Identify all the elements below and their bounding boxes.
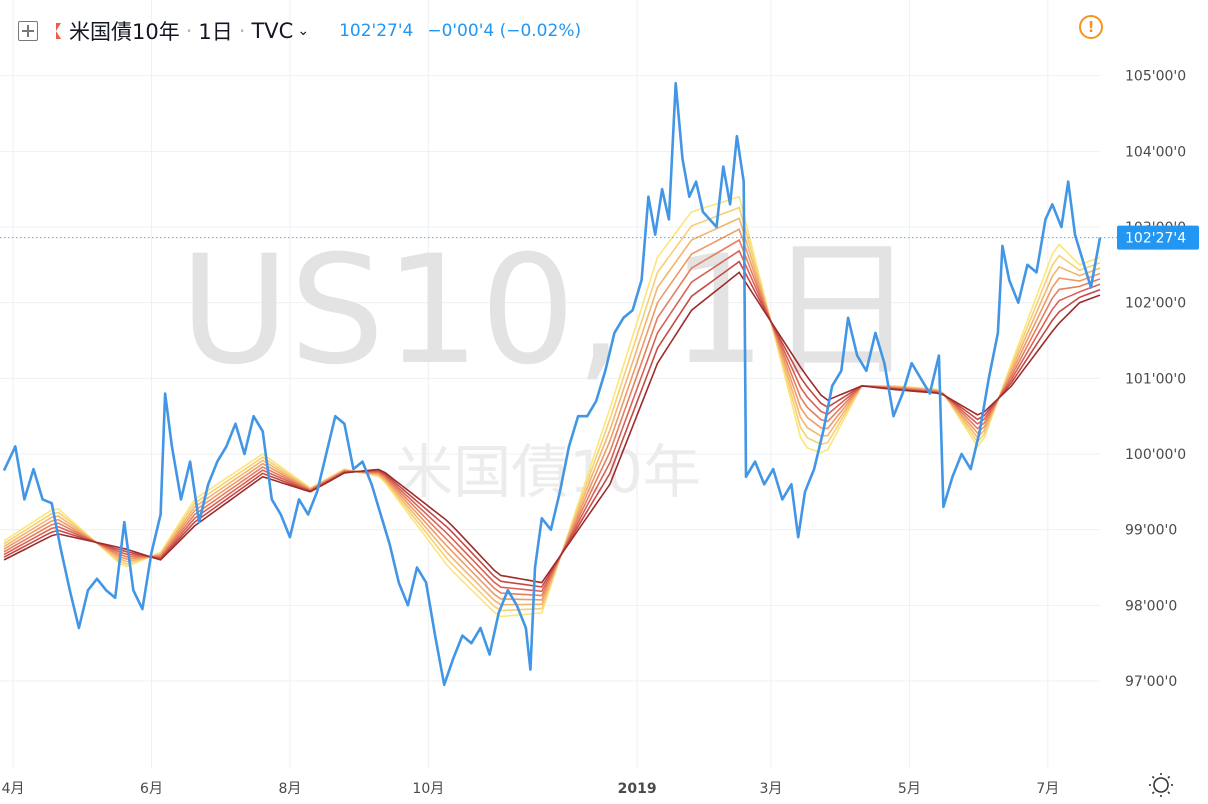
time-axis[interactable]: 4月 6月 8月 10月 2019 3月 5月 7月 [2,781,1060,797]
last-price-label: 102'27'4 [1117,225,1199,250]
y-tick-label: 104'00'0 [1125,144,1186,160]
x-tick-label: 7月 [1036,781,1059,797]
legend-header: 米国債10年 · 1日 · TVC ⌄ 102'27'4 −0'00'4 (−0… [18,14,581,48]
y-tick-label: 98'00'0 [1125,598,1177,614]
price-axis[interactable]: 97'00'0 98'00'0 99'00'0 100'00'0 101'00'0 102… [1125,69,1186,690]
chart-grid [0,0,1100,768]
last-price-label-bg [1117,225,1199,250]
ma-ribbon [3,195,1101,618]
ma-ribbon-line [3,271,1101,584]
add-compare-icon[interactable] [18,21,38,41]
x-tick-label: 4月 [2,781,25,797]
x-tick-label: 3月 [760,781,783,797]
gear-icon[interactable] [1149,773,1173,797]
exchange-label[interactable]: TVC [251,19,294,43]
symbol-name[interactable]: 米国債10年 [69,20,180,44]
chevron-down-icon[interactable]: ⌄ [297,23,310,39]
interval-label[interactable]: 1日 [198,20,233,44]
last-price-label-text: 102'27'4 [1125,231,1186,247]
x-tick-label: 5月 [898,781,921,797]
separator-dot: · [238,19,246,43]
change-value: −0'00'4 (−0.02%) [427,21,582,41]
watermark-sub-text: 米国債10年 [395,438,701,506]
y-tick-label: 105'00'0 [1125,69,1186,85]
last-value: 102'27'4 [339,21,414,41]
y-tick-label: 100'00'0 [1125,447,1186,463]
price-series [2,81,1102,687]
flag-icon [56,23,61,39]
x-tick-label: 8月 [278,781,301,797]
price-line [2,81,1102,687]
y-tick-label: 99'00'0 [1125,523,1177,539]
separator-dot: · [185,19,193,43]
watermark-main-text: US10, 1日 [180,224,917,398]
y-tick-label: 101'00'0 [1125,371,1186,387]
x-tick-label: 10月 [412,781,444,797]
x-tick-label: 6月 [140,781,163,797]
symbol-watermark: US10, 1日 米国債10年 [180,224,917,506]
alert-icon[interactable]: ! [1079,15,1103,39]
y-tick-label: 97'00'0 [1125,674,1177,690]
y-tick-label: 102'00'0 [1125,296,1186,312]
x-tick-label: 2019 [618,781,657,797]
